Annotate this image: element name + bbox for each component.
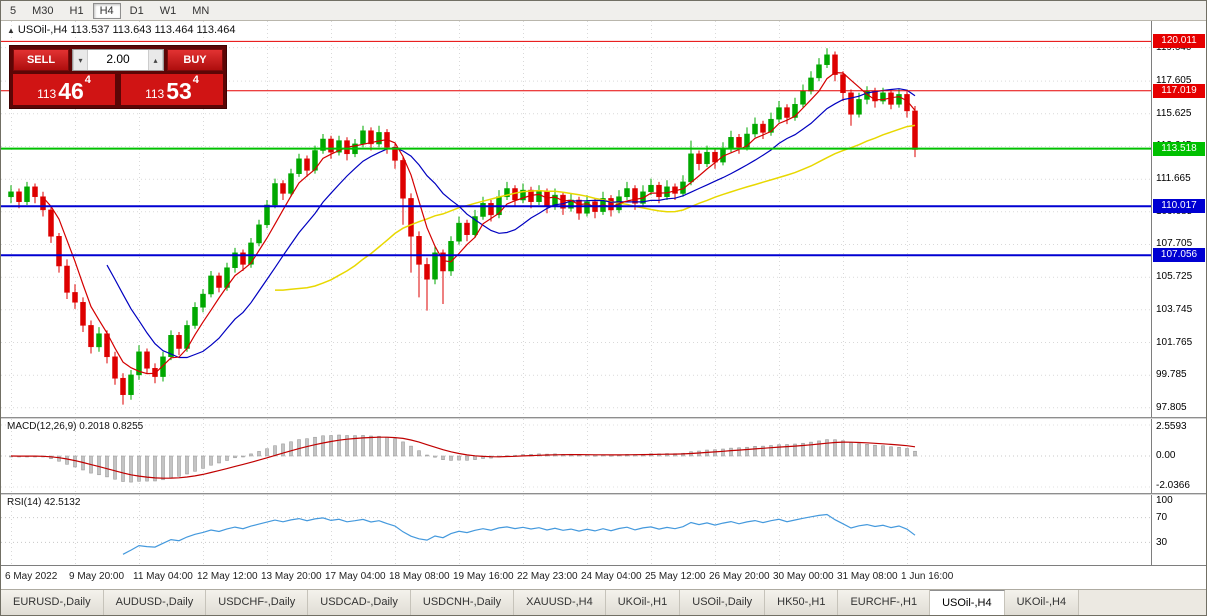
buy-price-display[interactable]: 113 53 4 [121, 74, 223, 105]
chart-tab-usdchf[interactable]: USDCHF-,Daily [206, 590, 309, 615]
chart-tab-hk50[interactable]: HK50-,H1 [765, 590, 839, 615]
one-click-trading-panel: SELL ▾ 2.00 ▴ BUY 113 46 4 113 53 4 [9, 45, 227, 109]
chart-tab-audusd[interactable]: AUDUSD-,Daily [103, 590, 207, 615]
rsi-axis-30: 30 [1156, 537, 1168, 548]
x-axis-label: 22 May 23:00 [517, 571, 578, 582]
sell-price-pip: 4 [84, 74, 91, 86]
chart-tab-usdcnh[interactable]: USDCNH-,Daily [410, 590, 515, 615]
x-axis-label: 24 May 04:00 [581, 571, 642, 582]
macd-plot[interactable]: MACD(12,26,9) 0.2018 0.8255 [1, 419, 1151, 493]
x-axis-label: 12 May 12:00 [197, 571, 258, 582]
price-axis-label: 117.605 [1156, 75, 1192, 87]
time-axis[interactable]: 6 May 2022 9 May 20:00 11 May 04:00 12 May … [1, 565, 1206, 589]
price-axis-label: 103.745 [1156, 303, 1193, 315]
chart-title: ▲ USOil-,H4 113.537 113.643 113.464 113.4… [7, 24, 235, 36]
chart-tab-eurchf[interactable]: EURCHF-,H1 [838, 590, 931, 615]
timeframe-button-m30[interactable]: M30 [25, 3, 60, 19]
x-axis-label: 26 May 20:00 [709, 571, 770, 582]
timeframe-button-mn[interactable]: MN [185, 3, 216, 19]
chart-ohlc-values: 113.537 113.643 113.464 113.464 [70, 24, 236, 36]
price-axis-label: 115.625 [1156, 107, 1192, 119]
x-axis-label: 6 May 2022 [5, 571, 58, 582]
x-axis-label: 31 May 08:00 [837, 571, 898, 582]
x-axis-label: 18 May 08:00 [389, 571, 450, 582]
price-level-badge[interactable]: 107.056 [1153, 248, 1205, 263]
price-axis-label: 101.765 [1156, 336, 1193, 348]
panel-separator-2[interactable] [1, 493, 1206, 495]
x-axis-label: 1 Jun 16:00 [901, 571, 954, 582]
price-axis-label: 99.785 [1156, 369, 1187, 381]
rsi-axis-100: 100 [1156, 495, 1173, 506]
chart-region: ▲ USOil-,H4 113.537 113.643 113.464 113.4… [1, 21, 1206, 589]
volume-increase-button[interactable]: ▴ [148, 50, 163, 70]
timeframe-button-h1[interactable]: H1 [63, 3, 91, 19]
x-axis-label: 19 May 16:00 [453, 571, 514, 582]
price-axis-label: 111.665 [1156, 173, 1191, 185]
buy-price-prefix: 113 [145, 87, 165, 101]
macd-pane: MACD(12,26,9) 0.2018 0.8255 2.5593 0.00 … [1, 419, 1206, 493]
timeframe-toolbar: 5 M30 H1 H4 D1 W1 MN [1, 1, 1206, 21]
chart-tab-ukoil-h1[interactable]: UKOil-,H1 [605, 590, 681, 615]
price-axis-label: 107.705 [1156, 238, 1193, 250]
chart-tab-usdcad[interactable]: USDCAD-,Daily [308, 590, 411, 615]
macd-axis-max: 2.5593 [1156, 421, 1187, 432]
price-level-badge[interactable]: 117.019 [1153, 83, 1205, 98]
chart-tab-xauusd[interactable]: XAUUSD-,H4 [514, 590, 606, 615]
chart-tab-bar: EURUSD-,Daily AUDUSD-,Daily USDCHF-,Dail… [1, 589, 1206, 615]
macd-axis-zero: 0.00 [1156, 450, 1176, 461]
candlestick-chart[interactable] [1, 21, 1151, 417]
price-level-badge[interactable]: 120.011 [1153, 34, 1205, 49]
chart-tab-eurusd[interactable]: EURUSD-,Daily [1, 590, 104, 615]
rsi-pane: RSI(14) 42.5132 100 70 30 [1, 495, 1206, 565]
rsi-chart [1, 495, 1151, 565]
sell-button[interactable]: SELL [13, 49, 69, 71]
buy-price-pip: 4 [192, 74, 199, 86]
chart-symbol-label: USOil-,H4 [17, 24, 68, 36]
rsi-title: RSI(14) 42.5132 [7, 497, 81, 508]
volume-field: ▾ 2.00 ▴ [72, 49, 164, 71]
macd-axis-min: -2.0366 [1156, 480, 1190, 491]
collapse-panel-icon[interactable]: ▲ [7, 26, 15, 35]
timeframe-button-h4[interactable]: H4 [92, 2, 121, 19]
x-axis-label: 30 May 00:00 [773, 571, 834, 582]
volume-input[interactable]: 2.00 [106, 52, 130, 66]
volume-decrease-button[interactable]: ▾ [73, 50, 88, 70]
timeframe-button-m5[interactable]: 5 [3, 3, 23, 19]
sell-price-prefix: 113 [37, 87, 57, 101]
price-axis-label: 105.725 [1156, 271, 1193, 283]
price-axis-label: 97.805 [1156, 401, 1187, 413]
sell-price-display[interactable]: 113 46 4 [13, 74, 115, 105]
panel-separator[interactable] [1, 417, 1206, 419]
chart-tab-ukoil-h4[interactable]: UKOil-,H4 [1004, 590, 1080, 615]
x-axis-label: 25 May 12:00 [645, 571, 706, 582]
x-axis-label: 11 May 04:00 [133, 571, 193, 582]
timeframe-button-w1[interactable]: W1 [153, 3, 184, 19]
rsi-plot[interactable]: RSI(14) 42.5132 [1, 495, 1151, 565]
main-chart-plot[interactable]: ▲ USOil-,H4 113.537 113.643 113.464 113.4… [1, 21, 1151, 417]
price-level-badge[interactable]: 110.017 [1153, 199, 1205, 214]
price-level-badge[interactable]: 113.518 [1153, 141, 1205, 156]
x-axis-label: 17 May 04:00 [325, 571, 386, 582]
macd-axis[interactable]: 2.5593 0.00 -2.0366 [1151, 419, 1206, 493]
chart-tab-usoil-h4-active[interactable]: USOil-,H4 [930, 590, 1005, 615]
x-axis-label: 9 May 20:00 [69, 571, 125, 582]
chart-tab-usoil-daily[interactable]: USOil-,Daily [680, 590, 766, 615]
rsi-axis-70: 70 [1156, 512, 1168, 523]
buy-button[interactable]: BUY [167, 49, 223, 71]
x-axis-label: 13 May 20:00 [261, 571, 322, 582]
macd-title: MACD(12,26,9) 0.2018 0.8255 [7, 421, 144, 432]
main-pane: ▲ USOil-,H4 113.537 113.643 113.464 113.4… [1, 21, 1206, 417]
buy-price-big: 53 [166, 78, 192, 105]
sell-price-big: 46 [58, 78, 84, 105]
timeframe-button-d1[interactable]: D1 [123, 3, 151, 19]
rsi-axis[interactable]: 100 70 30 [1151, 495, 1206, 565]
price-axis[interactable]: 119.640117.605115.625113.645111.665109.6… [1151, 21, 1206, 417]
macd-chart [1, 419, 1151, 493]
